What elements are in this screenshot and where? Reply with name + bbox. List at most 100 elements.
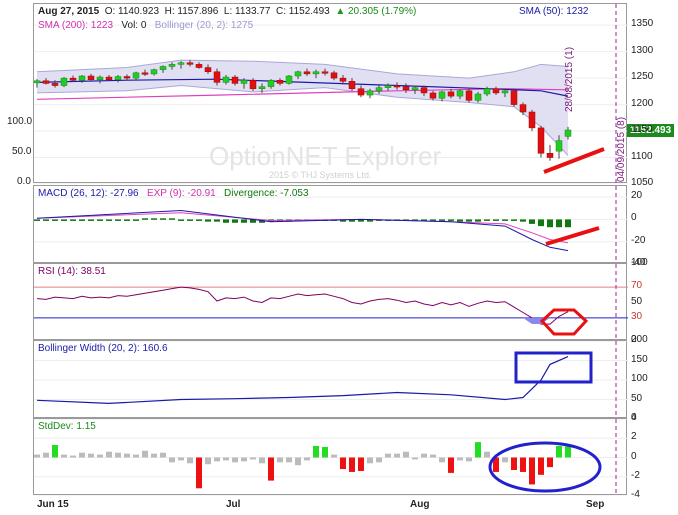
- stddev-bar: [322, 446, 328, 458]
- macd-divergence-bar: [79, 219, 85, 221]
- header-change: 20.305 (1.79%): [348, 6, 417, 17]
- watermark-title: OptionNET Explorer: [209, 141, 442, 171]
- stddev-bar: [43, 452, 49, 458]
- candle-body: [519, 104, 527, 113]
- macd-tick--40: -40: [631, 257, 646, 268]
- price-chart: [34, 4, 628, 184]
- volume-tick-0: 0.0: [17, 176, 31, 187]
- macd-divergence-bar: [250, 219, 256, 223]
- price-tick-1100: 1100: [631, 150, 653, 162]
- sma200-line: [36, 88, 569, 100]
- watermark-copyright: 2015 © THJ Systems Ltd.: [269, 170, 372, 180]
- header-close: C: 1152.493: [276, 6, 330, 17]
- stddev-tick--2: -2: [631, 469, 640, 481]
- candle-body: [312, 71, 320, 75]
- macd-divergence-bar: [493, 219, 499, 221]
- stddev-bar: [61, 454, 67, 458]
- bw-tick-50: 50: [631, 392, 643, 404]
- rsi-tick-50: 50: [631, 295, 643, 307]
- candle-body: [456, 90, 464, 97]
- price-tick-1250: 1250: [631, 71, 654, 83]
- bw-tick-200: 200: [631, 334, 648, 345]
- stddev-bar: [52, 444, 58, 458]
- bw-tick-150: 150: [631, 353, 648, 365]
- bw-tick-100: 100: [631, 373, 648, 384]
- stddev-bar: [493, 457, 499, 472]
- bollinger-width-title: Bollinger Width (20, 2): 160.6: [38, 343, 168, 354]
- candle-body: [114, 76, 122, 80]
- candle-body: [132, 72, 140, 79]
- macd-divergence-bar: [340, 219, 346, 222]
- candle-body: [60, 77, 68, 86]
- macd-divergence-bar: [187, 219, 193, 221]
- macd-divergence-bar: [160, 218, 166, 220]
- macd-divergence-bar: [430, 219, 436, 221]
- candle-body: [222, 76, 230, 83]
- header-date: Aug 27, 2015: [38, 6, 100, 17]
- stddev-bar: [439, 457, 445, 463]
- price-tick-1050: 1050: [631, 177, 654, 188]
- macd-divergence-bar: [142, 218, 148, 220]
- header-line-2: SMA (200): 1223 Vol: 0 Bollinger (20, 2)…: [38, 20, 253, 31]
- header-low: L: 1133.77: [223, 6, 271, 17]
- candle-body: [546, 153, 554, 158]
- header-vol: Vol: 0: [121, 20, 147, 31]
- annotation-rectangle: [514, 351, 593, 384]
- candle-body: [465, 90, 473, 101]
- stddev-bar: [214, 457, 220, 462]
- x-label-jul: Jul: [226, 499, 241, 510]
- macd-divergence-bar: [169, 218, 175, 220]
- candle-body: [492, 88, 500, 94]
- macd-divergence-bar: [196, 219, 202, 221]
- price-tick-1200: 1200: [631, 97, 654, 109]
- macd-divergence-bar: [241, 219, 247, 223]
- macd-divergence-bar: [205, 219, 211, 222]
- stddev-bar: [259, 457, 265, 464]
- macd-divergence-bar: [88, 219, 94, 221]
- macd-divergence-bar: [52, 219, 58, 221]
- stddev-bar: [367, 457, 373, 464]
- annotation-ellipse: [488, 441, 602, 493]
- macd-header: MACD (26, 12): -27.96 EXP (9): -20.91 Di…: [38, 188, 309, 199]
- header-bollinger: Bollinger (20, 2): 1275: [154, 20, 254, 31]
- candle-body: [339, 77, 347, 82]
- candle-body: [411, 87, 419, 91]
- macd-divergence-bar: [511, 219, 517, 221]
- stddev-bar: [475, 442, 481, 458]
- stddev-title: StdDev: 1.15: [38, 421, 96, 432]
- macd-divergence-bar: [520, 219, 526, 222]
- volume-tick-100: 100.0: [7, 116, 33, 127]
- macd-exp: EXP (9): -20.91: [146, 188, 216, 199]
- candle-body: [357, 88, 365, 96]
- macd-line: [36, 209, 569, 252]
- header-high: H: 1157.896: [164, 6, 219, 17]
- header-sma200: SMA (200): 1223: [38, 20, 114, 31]
- rsi-tick-30: 30: [631, 310, 643, 322]
- stddev-bar: [547, 457, 553, 468]
- candle-body: [510, 90, 518, 105]
- macd-divergence-bar: [97, 219, 103, 221]
- macd-divergence-bar: [448, 219, 454, 221]
- annotation-macd-trendline: [545, 226, 600, 246]
- price-tick-1150: 1150: [631, 124, 653, 136]
- macd-divergence-bar: [475, 219, 481, 222]
- stddev-tick-2: 2: [631, 431, 637, 443]
- macd-divergence-bar: [466, 219, 472, 222]
- macd-chart: [34, 186, 628, 264]
- bollinger-upper-line: [36, 59, 569, 79]
- stddev-bar: [277, 457, 283, 463]
- macd-tick--20: -20: [631, 234, 646, 246]
- candle-body: [528, 111, 536, 129]
- candle-body: [438, 91, 446, 99]
- macd-divergence-bar: [349, 219, 355, 222]
- macd-divergence-bar: [412, 219, 418, 221]
- macd-pane: MACD (26, 12): -27.96 EXP (9): -20.91 Di…: [33, 185, 628, 264]
- candle-body: [87, 75, 95, 80]
- candle-body: [429, 92, 437, 99]
- candle-body: [276, 79, 284, 84]
- stddev-bar: [88, 453, 94, 458]
- x-label-jun: Jun 15: [37, 499, 69, 510]
- stddev-bar: [403, 451, 409, 458]
- stddev-bar: [232, 457, 238, 463]
- annotation-trendline: [543, 147, 605, 174]
